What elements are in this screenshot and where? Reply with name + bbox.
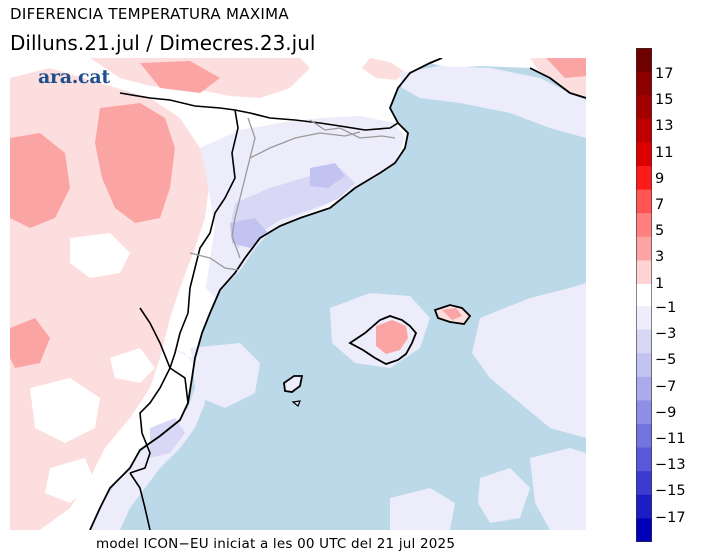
sea-cool-east xyxy=(472,283,586,438)
legend-cool-segment xyxy=(636,400,652,425)
legend-tick-label: −1 xyxy=(655,300,677,316)
legend-tick-label: 7 xyxy=(655,197,665,213)
legend-warm-segment xyxy=(636,236,652,261)
legend-warm-segment xyxy=(636,166,652,190)
legend-outline xyxy=(636,48,652,542)
border-south xyxy=(129,472,151,530)
legend-tick-label: −3 xyxy=(655,326,677,343)
cool-zone-south-deep xyxy=(150,418,185,458)
border-east-coast-west xyxy=(169,367,189,404)
legend-tick-label: 9 xyxy=(655,170,665,187)
ara-cat-logo: ara.cat xyxy=(38,66,110,88)
neutral-hole-1 xyxy=(70,233,130,278)
legend-warm-segment xyxy=(636,118,652,143)
legend-warm-segment xyxy=(636,189,652,214)
sea-cool-southwest xyxy=(190,343,260,408)
legend-tick-label: 3 xyxy=(655,249,665,266)
province-border-1 xyxy=(231,117,256,259)
sea-cool-east-2 xyxy=(530,448,586,530)
legend-warm-segment xyxy=(636,213,652,238)
legend-tick-label: 13 xyxy=(655,118,674,135)
legend-warm-segment xyxy=(636,142,652,167)
warm-patch-5 xyxy=(546,58,586,78)
legend-cool-segment xyxy=(636,471,652,496)
legend-tick-label: −13 xyxy=(655,457,686,474)
legend-tick-label: −9 xyxy=(655,404,677,421)
map-title: DIFERENCIA TEMPERATURA MAXIMA xyxy=(10,5,289,23)
menorca-warm-patch xyxy=(442,308,462,320)
sea-cool-south-2 xyxy=(478,468,530,523)
legend-warm-segment xyxy=(636,71,652,96)
legend-cool-segment xyxy=(636,306,652,330)
province-border-2 xyxy=(249,131,361,159)
sea xyxy=(90,63,586,530)
legend-tick-label: 1 xyxy=(655,275,665,292)
mallorca-warm-patch xyxy=(376,320,408,354)
legend-tick-label: −15 xyxy=(655,483,686,500)
island-ibiza xyxy=(283,375,304,393)
border-france-spain xyxy=(119,92,399,131)
warm-patch-2 xyxy=(10,133,70,228)
sea-cool-south xyxy=(390,488,455,530)
legend-cool-segment xyxy=(636,353,652,378)
legend-tick-label: −5 xyxy=(655,352,677,369)
warm-patch-1 xyxy=(95,103,175,223)
province-border-4 xyxy=(189,252,239,271)
temperature-difference-map xyxy=(10,58,586,530)
warm-zone-northeast xyxy=(362,58,405,80)
legend-tick-label: 11 xyxy=(655,144,674,161)
sea-cool-north xyxy=(400,66,586,138)
border-valencia xyxy=(129,307,171,474)
neutral-hole-4 xyxy=(45,458,95,503)
border-catalonia-west xyxy=(169,109,239,369)
legend-tick-label: 15 xyxy=(655,92,674,109)
warm-patch-3 xyxy=(140,61,220,93)
cool-zone-deep-1 xyxy=(310,163,345,188)
legend-cool-segment xyxy=(636,376,652,401)
neutral-hole-3 xyxy=(110,348,155,383)
legend-cool-segment xyxy=(636,424,652,448)
cool-zone-coast-south xyxy=(90,348,205,530)
legend-cool-segment xyxy=(636,329,652,354)
legend-neutral-segment xyxy=(636,284,652,306)
legend-tick-label: −11 xyxy=(655,431,686,447)
legend-warm-segment xyxy=(636,95,652,120)
legend-cool-segment xyxy=(636,447,652,472)
neutral-hole-2 xyxy=(30,378,100,443)
legend-warm-segments xyxy=(636,48,652,285)
legend-tick-label: −17 xyxy=(655,509,686,526)
legend-warm-segment xyxy=(636,260,652,285)
legend-tick-label: 5 xyxy=(655,223,665,240)
warm-patch-4 xyxy=(10,318,50,368)
legend-tick-label: −7 xyxy=(655,378,677,395)
model-info-footer: model ICON−EU iniciat a les 00 UTC del 2… xyxy=(96,536,456,552)
legend-tick-label: 17 xyxy=(655,66,674,82)
coastline xyxy=(89,58,443,530)
legend-cool-segments xyxy=(636,306,652,542)
color-legend-bar xyxy=(636,48,652,542)
legend-cool-segment xyxy=(636,494,652,519)
island-formentera xyxy=(291,400,301,407)
legend-cool-segment xyxy=(636,518,652,542)
map-subtitle: Dilluns.21.jul / Dimecres.23.jul xyxy=(10,31,316,55)
province-border-3 xyxy=(309,119,396,139)
coastline-france xyxy=(529,67,586,99)
legend-warm-segment xyxy=(636,48,652,72)
